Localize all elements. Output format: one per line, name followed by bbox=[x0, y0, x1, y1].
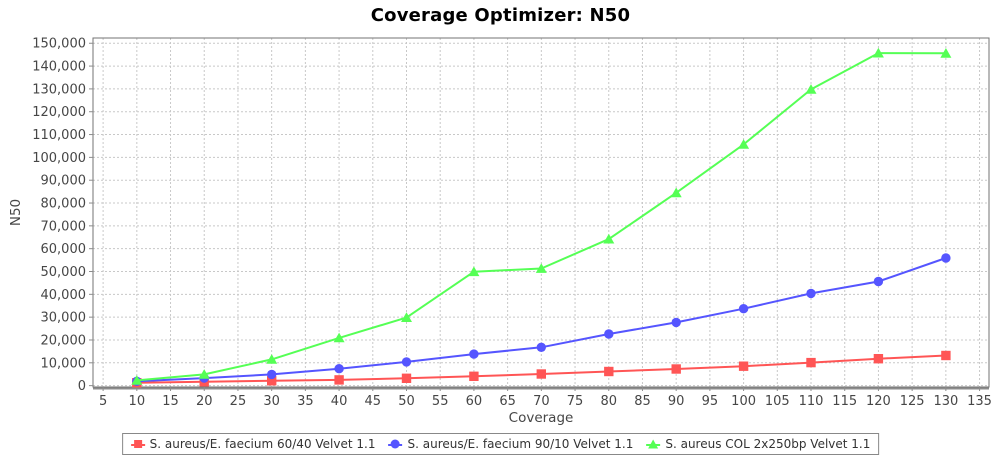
x-tick-label: 110 bbox=[799, 394, 824, 409]
chart-title: Coverage Optimizer: N50 bbox=[370, 5, 631, 26]
data-point-square bbox=[806, 357, 816, 368]
data-point-triangle bbox=[603, 233, 615, 244]
data-point-circle bbox=[267, 369, 277, 380]
y-tick-label: 140,000 bbox=[32, 60, 86, 75]
plot-background bbox=[93, 38, 989, 387]
data-point-triangle bbox=[468, 266, 480, 277]
x-tick-label: 65 bbox=[499, 394, 516, 409]
x-tick-label: 45 bbox=[365, 394, 382, 409]
x-tick-label: 10 bbox=[129, 394, 146, 409]
data-point-circle bbox=[873, 276, 884, 287]
x-tick-label: 60 bbox=[466, 394, 483, 409]
y-tick-label: 90,000 bbox=[41, 174, 87, 189]
x-tick-label: 90 bbox=[668, 394, 685, 409]
y-tick-label: 10,000 bbox=[41, 356, 87, 371]
data-point-square bbox=[401, 373, 412, 383]
y-tick-label: 50,000 bbox=[41, 265, 87, 280]
x-tick-label: 50 bbox=[398, 394, 415, 409]
data-point-triangle bbox=[535, 263, 547, 273]
y-tick-label: 70,000 bbox=[41, 219, 87, 234]
y-tick-label: 120,000 bbox=[32, 105, 86, 120]
data-point-triangle bbox=[131, 375, 143, 385]
y-tick-label: 110,000 bbox=[32, 128, 86, 143]
legend-item-series-0: S. aureus/E. faecium 60/40 Velvet 1.1 bbox=[130, 437, 376, 451]
data-point-triangle bbox=[670, 187, 682, 198]
y-tick-label: 60,000 bbox=[41, 242, 87, 257]
x-tick-label: 25 bbox=[230, 394, 247, 409]
data-point-circle bbox=[738, 304, 749, 314]
data-point-circle bbox=[806, 288, 816, 299]
data-point-triangle bbox=[805, 84, 817, 94]
x-tick-label: 135 bbox=[967, 394, 992, 409]
x-tick-label: 70 bbox=[533, 394, 550, 409]
data-point-circle bbox=[941, 253, 951, 263]
data-point-square bbox=[941, 350, 951, 361]
y-tick-label: 40,000 bbox=[41, 288, 87, 303]
legend-marker-square bbox=[130, 439, 145, 450]
legend: S. aureus/E. faecium 60/40 Velvet 1.1 S.… bbox=[121, 433, 880, 455]
data-point-triangle bbox=[198, 369, 210, 379]
data-point-triangle bbox=[940, 48, 952, 58]
x-tick-label: 130 bbox=[933, 394, 958, 409]
x-axis-label: Coverage bbox=[509, 410, 574, 426]
data-point-triangle bbox=[266, 354, 278, 364]
data-point-square bbox=[873, 354, 884, 364]
y-tick-label: 130,000 bbox=[32, 82, 86, 97]
data-point-square bbox=[671, 364, 681, 374]
data-point-square bbox=[334, 375, 344, 385]
data-point-square bbox=[738, 361, 749, 371]
legend-item-series-2: S. aureus COL 2x250bp Velvet 1.1 bbox=[646, 437, 870, 451]
x-tick-label: 5 bbox=[99, 394, 107, 409]
y-tick-label: 150,000 bbox=[32, 37, 86, 52]
x-tick-label: 30 bbox=[263, 394, 280, 409]
x-tick-label: 35 bbox=[297, 394, 314, 409]
data-point-square bbox=[267, 376, 277, 386]
x-tick-label: 40 bbox=[331, 394, 348, 409]
data-point-square bbox=[604, 366, 614, 377]
x-tick-label: 85 bbox=[634, 394, 651, 409]
y-tick-label: 30,000 bbox=[41, 311, 87, 326]
data-point-circle bbox=[536, 342, 546, 352]
data-point-circle bbox=[401, 357, 412, 367]
x-tick-label: 80 bbox=[600, 394, 617, 409]
x-tick-label: 100 bbox=[731, 394, 756, 409]
data-point-square bbox=[536, 369, 546, 379]
legend-label: S. aureus/E. faecium 60/40 Velvet 1.1 bbox=[149, 437, 376, 451]
legend-label: S. aureus COL 2x250bp Velvet 1.1 bbox=[665, 437, 871, 451]
data-point-circle bbox=[671, 317, 681, 328]
data-point-square bbox=[469, 371, 479, 381]
y-tick-label: 80,000 bbox=[41, 197, 87, 212]
y-tick-label: 20,000 bbox=[41, 333, 87, 348]
y-axis-label: N50 bbox=[8, 199, 24, 226]
x-tick-label: 20 bbox=[196, 394, 213, 409]
data-point-circle bbox=[469, 349, 479, 359]
data-point-circle bbox=[334, 364, 344, 374]
x-tick-label: 125 bbox=[900, 394, 925, 409]
x-tick-label: 75 bbox=[567, 394, 584, 409]
legend-marker-circle bbox=[388, 439, 403, 450]
legend-marker-triangle bbox=[646, 439, 661, 450]
legend-label: S. aureus/E. faecium 90/10 Velvet 1.1 bbox=[407, 437, 634, 451]
legend-item-series-1: S. aureus/E. faecium 90/10 Velvet 1.1 bbox=[388, 437, 633, 451]
y-tick-label: 100,000 bbox=[32, 151, 86, 166]
x-tick-label: 115 bbox=[832, 394, 857, 409]
data-point-circle bbox=[604, 329, 614, 339]
y-tick-label: 0 bbox=[78, 379, 86, 394]
x-tick-label: 15 bbox=[162, 394, 179, 409]
x-tick-label: 95 bbox=[702, 394, 719, 409]
x-tick-label: 105 bbox=[765, 394, 790, 409]
x-tick-label: 55 bbox=[432, 394, 449, 409]
data-point-triangle bbox=[401, 312, 412, 322]
data-point-triangle bbox=[738, 139, 750, 149]
x-tick-label: 120 bbox=[866, 394, 891, 409]
data-point-triangle bbox=[333, 332, 345, 343]
data-point-triangle bbox=[872, 47, 884, 58]
